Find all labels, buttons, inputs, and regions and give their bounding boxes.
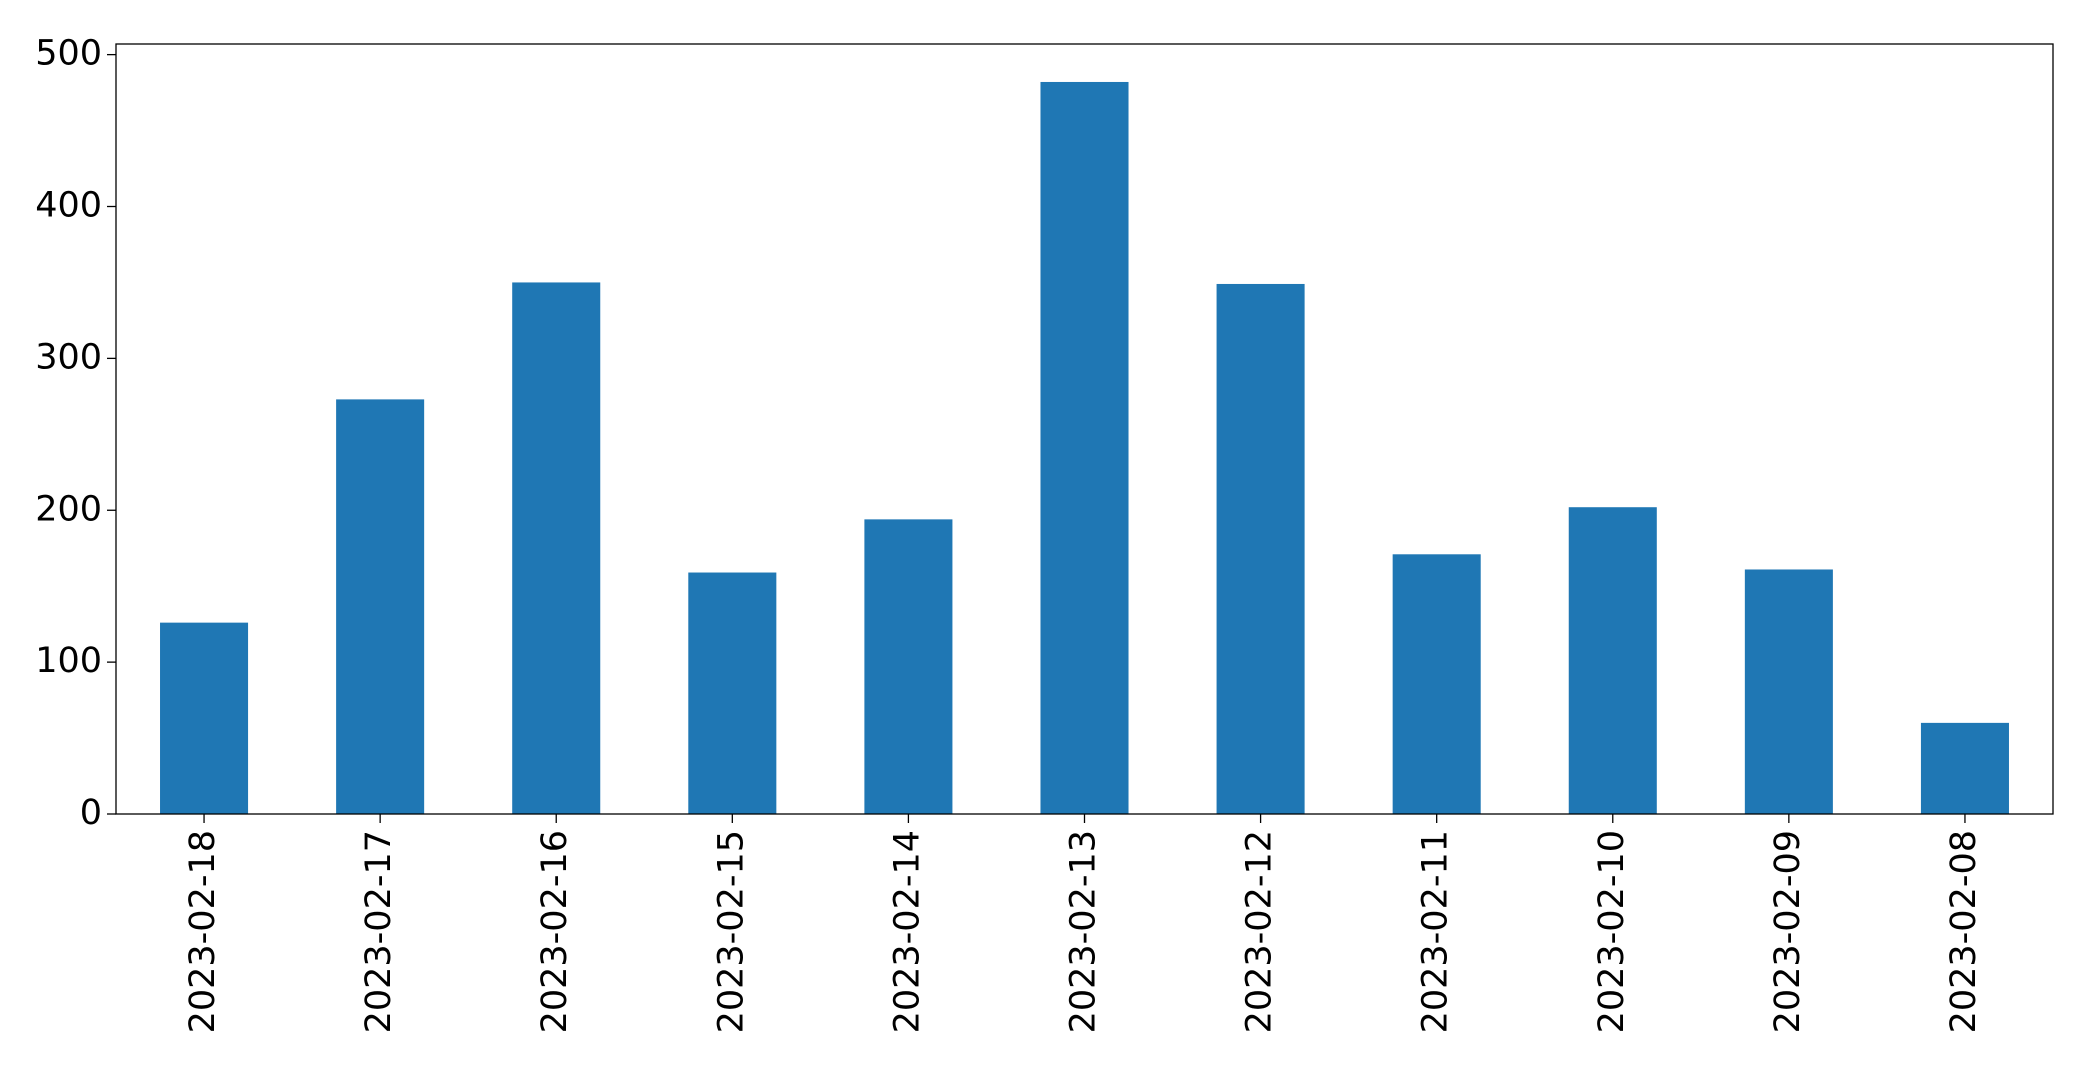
x-tick-label: 2023-02-14: [887, 830, 927, 1033]
x-tick-label: 2023-02-11: [1416, 830, 1456, 1033]
bar: [864, 519, 953, 814]
plot-frame: [115, 43, 2054, 815]
bar: [1216, 283, 1305, 814]
x-tick-label: 2023-02-16: [535, 830, 575, 1033]
y-tick-label: 0: [80, 793, 102, 833]
x-tick-label: 2023-02-13: [1064, 830, 1104, 1033]
bar: [160, 622, 249, 814]
x-tick-label: 2023-02-08: [1944, 830, 1984, 1033]
bar: [1568, 507, 1657, 814]
y-tick-label: 400: [35, 186, 102, 226]
y-tick-label: 200: [35, 489, 102, 529]
x-tick-label: 2023-02-12: [1240, 830, 1280, 1033]
x-tick-label: 2023-02-18: [183, 830, 223, 1033]
bar: [1744, 569, 1833, 814]
x-tick-label: 2023-02-09: [1768, 830, 1808, 1033]
bar: [1920, 722, 2009, 814]
x-tick-label: 2023-02-10: [1592, 830, 1632, 1033]
y-tick-label: 500: [35, 34, 102, 74]
x-tick-label: 2023-02-17: [359, 830, 399, 1033]
bar: [1392, 554, 1481, 814]
x-tick-label: 2023-02-15: [711, 830, 751, 1033]
y-tick-label: 300: [35, 337, 102, 377]
y-tick-label: 100: [35, 641, 102, 681]
bar: [688, 572, 777, 814]
bar: [1040, 81, 1129, 814]
bar: [512, 282, 601, 815]
bar: [336, 399, 425, 814]
